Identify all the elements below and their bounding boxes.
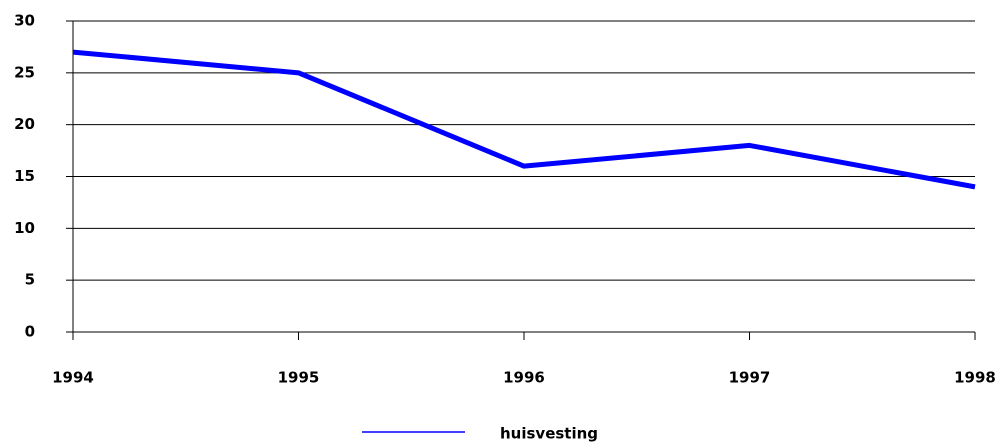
x-tick-label: 1998	[954, 369, 996, 387]
y-tick-label: 25	[14, 63, 35, 81]
legend-label: huisvesting	[500, 425, 598, 443]
x-tick-label: 1996	[503, 369, 545, 387]
x-tick-label: 1995	[278, 369, 320, 387]
x-tick-label: 1997	[729, 369, 771, 387]
y-tick-label: 30	[14, 12, 35, 30]
data-line	[72, 49, 976, 190]
x-tick-label: 1994	[52, 369, 94, 387]
y-tick-label: 15	[14, 167, 35, 185]
y-tick-label: 10	[14, 219, 35, 237]
y-tick-label: 0	[25, 323, 35, 341]
y-tick-label: 20	[14, 115, 35, 133]
y-tick-label: 5	[25, 271, 35, 289]
